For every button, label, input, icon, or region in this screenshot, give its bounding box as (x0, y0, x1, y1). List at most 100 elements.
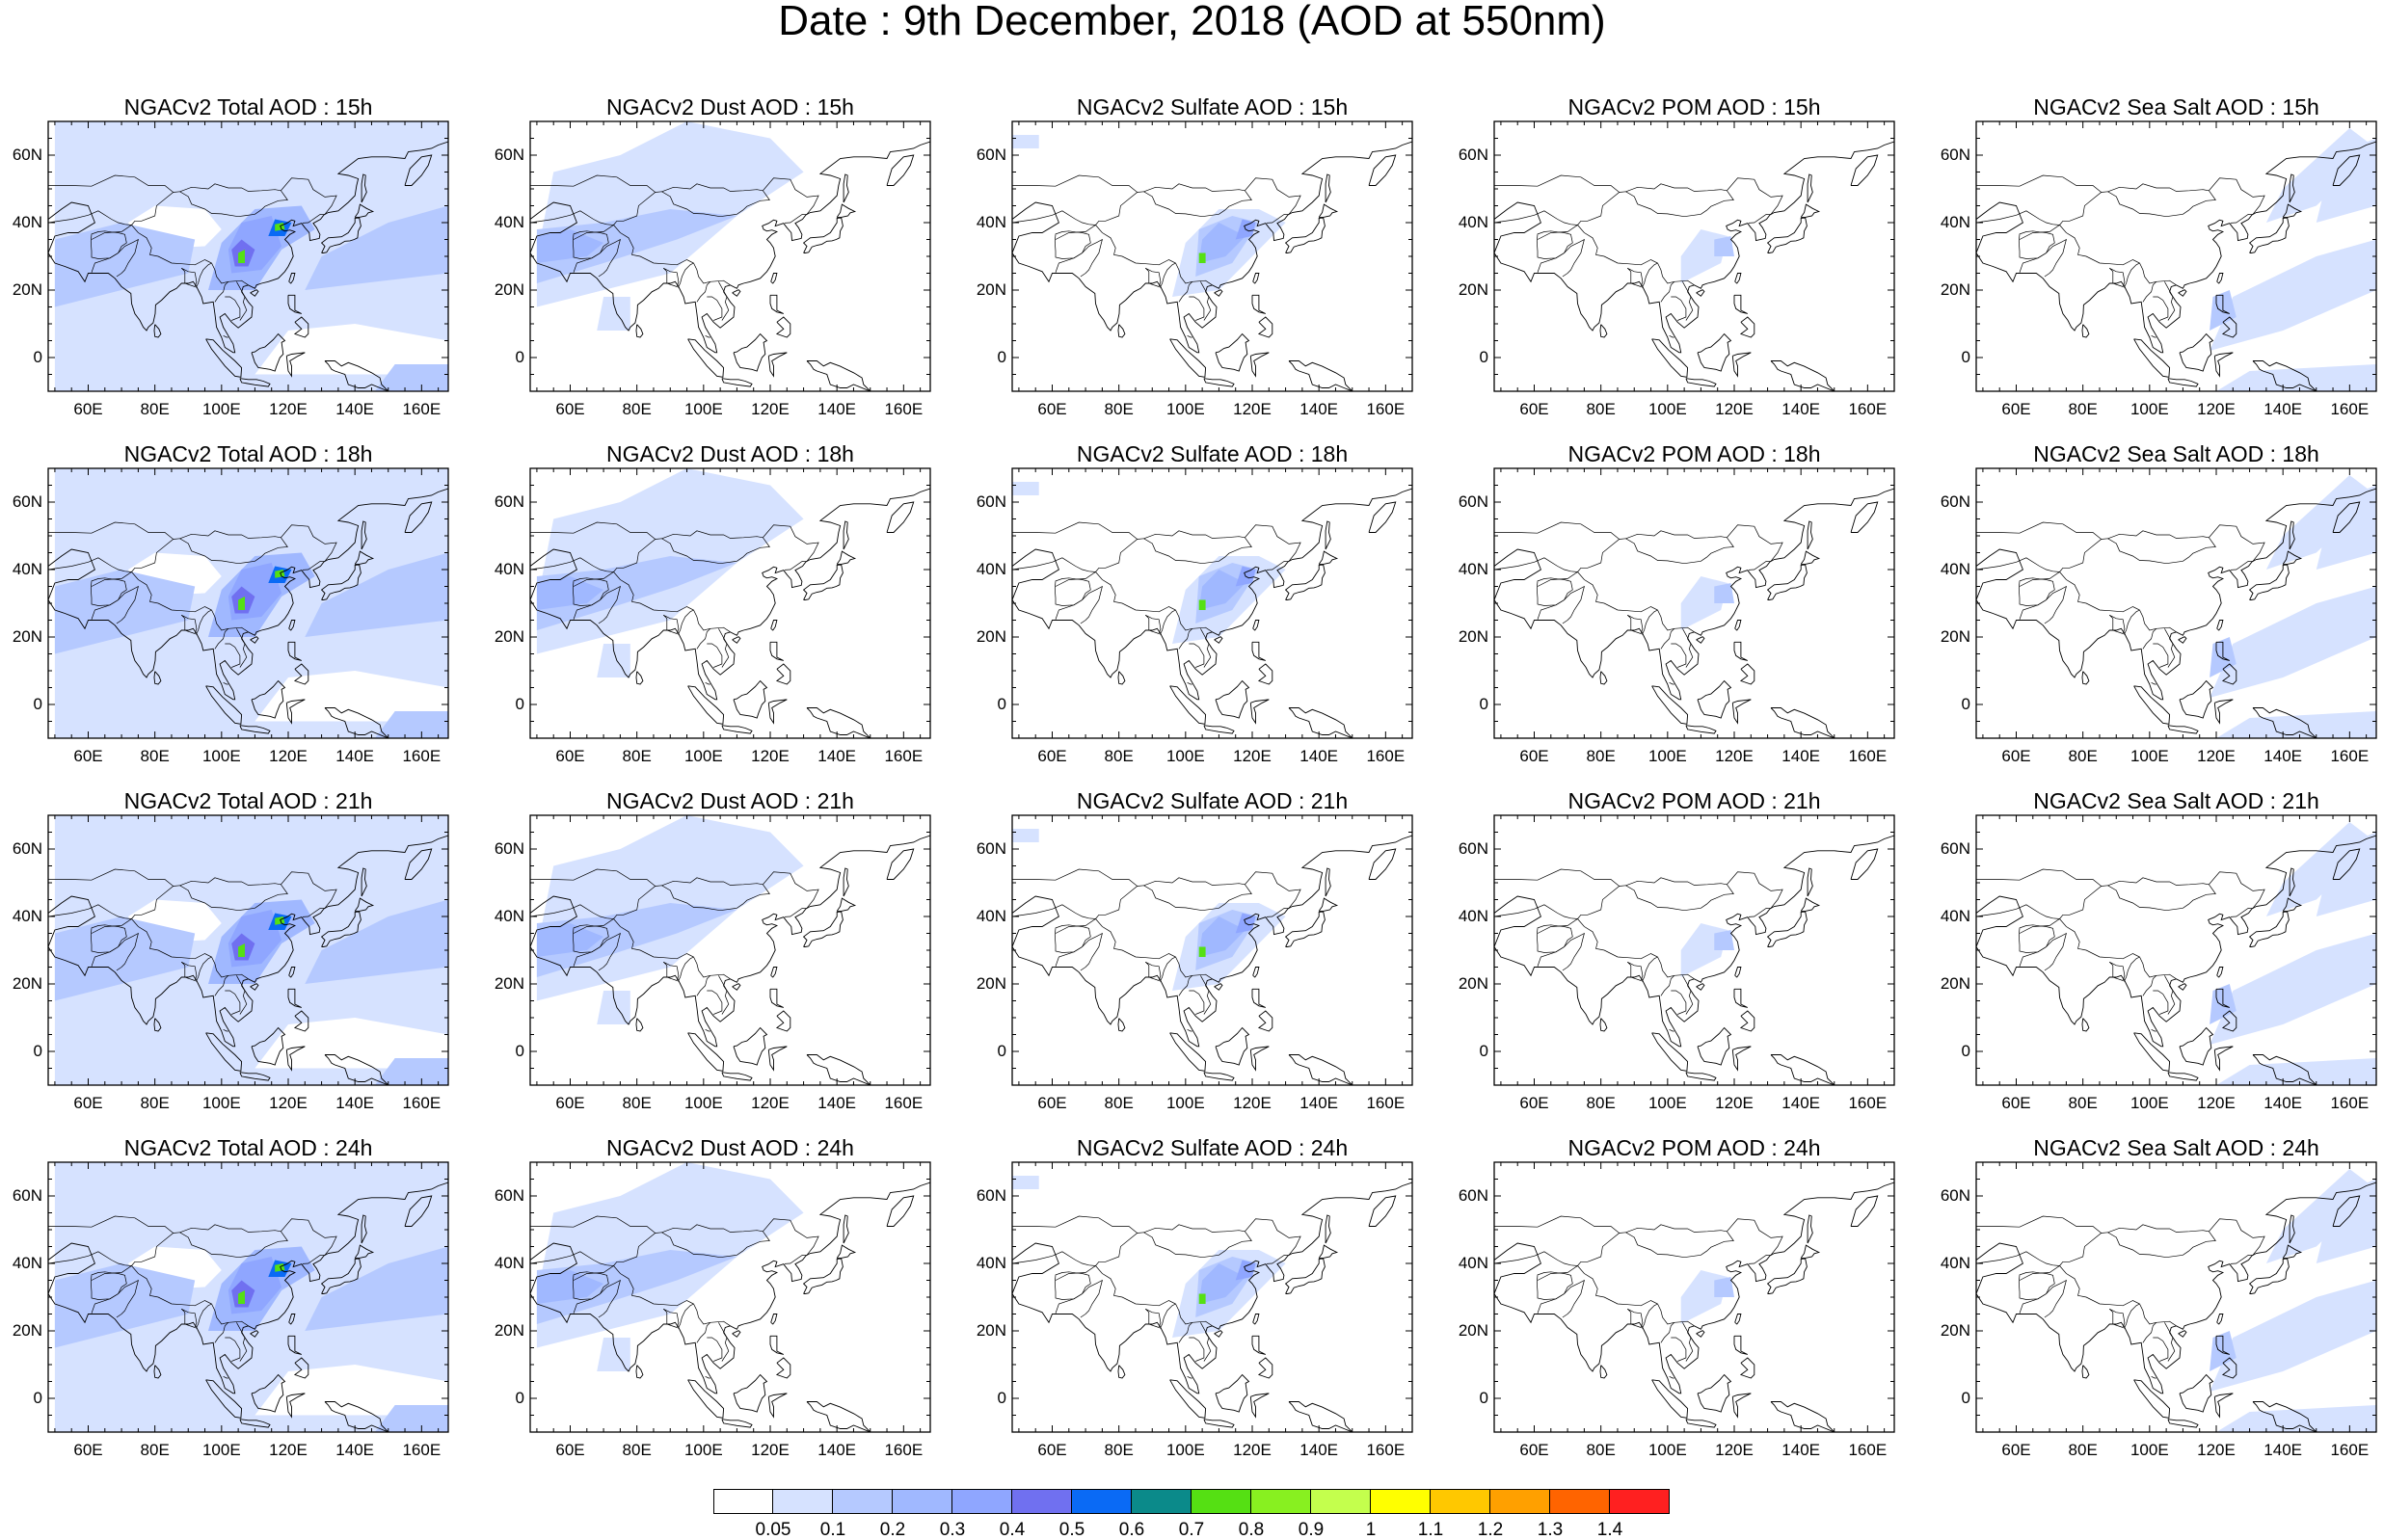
country-border (1159, 262, 1176, 288)
country-border (1159, 956, 1176, 982)
coastline (2216, 967, 2224, 978)
country-border (2018, 577, 2055, 606)
country-border (613, 1218, 819, 1266)
country-border (91, 1279, 139, 1318)
country-border (1143, 1224, 1246, 1234)
country-border (1187, 681, 1192, 685)
y-tick-label: 20N (976, 1321, 1006, 1340)
y-tick-label: 60N (1940, 492, 1970, 511)
x-tick-label: 100E (2130, 747, 2169, 765)
y-tick-label: 0 (1479, 1389, 1488, 1407)
coastline (287, 641, 303, 661)
country-border (131, 524, 337, 572)
coastline (1117, 671, 1126, 685)
coastline (2282, 1244, 2303, 1259)
coastline (1249, 1393, 1270, 1419)
aod-region (1198, 916, 1246, 957)
coastline (1203, 378, 1235, 387)
aod-map (1493, 467, 1895, 739)
country-border (2164, 281, 2176, 321)
coastline (2213, 1393, 2234, 1419)
aod-region (54, 1263, 196, 1348)
coastline (153, 1365, 162, 1379)
aod-region (238, 943, 245, 957)
coastline (1012, 141, 1412, 354)
coastline (1739, 663, 1755, 685)
y-tick-label: 60N (494, 492, 524, 511)
aod-region (1012, 1176, 1039, 1189)
coastline (2289, 867, 2295, 897)
coastline (2215, 641, 2231, 661)
coastline (1731, 1046, 1752, 1072)
aod-region (536, 209, 737, 283)
country-border (1054, 924, 1091, 953)
x-tick-label: 120E (2197, 1441, 2236, 1459)
country-border (1145, 267, 1162, 287)
country-border (1012, 521, 1138, 540)
coastline (1697, 1373, 1732, 1413)
coastline (2252, 1401, 2317, 1432)
panel-title: NGACv2 Sulfate AOD : 15h (1076, 94, 1349, 119)
coastline (2213, 352, 2234, 378)
country-border (572, 1271, 609, 1300)
country-border (1012, 174, 1138, 193)
country-border (2164, 1322, 2176, 1362)
map-panel: NGACv2 Sulfate AOD : 15h 60N 40N 20N 0 60E 80E… (964, 87, 1446, 434)
colorbar-legend: 0.05 0.1 0.2 0.3 0.4 0.5 0.6 0.7 0.8 0.9 1 1.1 1.2 1.… (713, 1489, 1670, 1540)
y-tick-label: 0 (997, 1389, 1006, 1407)
coastline (767, 699, 788, 725)
colorbar-swatch (1490, 1489, 1550, 1514)
country-border (1178, 1322, 1193, 1343)
country-border (718, 281, 730, 321)
x-tick-label: 80E (622, 1441, 652, 1459)
country-border (1494, 1251, 1578, 1266)
x-tick-label: 100E (201, 747, 241, 765)
country-border (663, 267, 680, 287)
country-border (2142, 281, 2157, 303)
coastline (2252, 360, 2317, 391)
x-tick-label: 60E (2001, 1441, 2031, 1459)
country-border (223, 334, 228, 338)
country-border (2109, 1308, 2126, 1328)
country-border (1577, 524, 1783, 572)
coastline (1599, 324, 1608, 338)
coastline (2332, 501, 2361, 533)
x-tick-label: 140E (335, 1094, 374, 1112)
coastline (635, 1018, 644, 1032)
country-border (1159, 609, 1176, 635)
coastline (732, 983, 741, 991)
coastline (2213, 1046, 2234, 1072)
coastline (1325, 173, 1331, 203)
country-border (181, 614, 198, 634)
coastline (293, 663, 309, 685)
country-border (1200, 281, 1212, 321)
coastline (320, 217, 362, 253)
country-border (2151, 681, 2156, 685)
aod-map (1975, 1161, 2377, 1433)
coastline (2215, 294, 2231, 314)
aod-map (47, 120, 449, 392)
country-border (530, 210, 614, 226)
country-border (530, 521, 656, 540)
country-border (48, 904, 132, 919)
country-border (661, 530, 763, 540)
panel-title: NGACv2 POM AOD : 15h (1567, 94, 1821, 119)
country-border (661, 1224, 763, 1234)
coastline (836, 550, 857, 565)
coastline (404, 501, 433, 533)
country-border (2153, 296, 2169, 321)
country-border (573, 1279, 621, 1318)
coastline (806, 707, 871, 738)
aod-map (47, 467, 449, 739)
country-border (613, 524, 819, 572)
x-tick-label: 160E (1848, 1094, 1888, 1112)
coastline (733, 679, 768, 719)
aod-region (2216, 1405, 2376, 1432)
country-border (214, 281, 229, 303)
country-border (1055, 918, 1213, 980)
country-border (2018, 230, 2055, 259)
y-tick-label: 20N (1458, 1321, 1488, 1340)
y-tick-label: 0 (33, 695, 42, 713)
country-border (2059, 1218, 2265, 1266)
aod-region (238, 250, 245, 263)
